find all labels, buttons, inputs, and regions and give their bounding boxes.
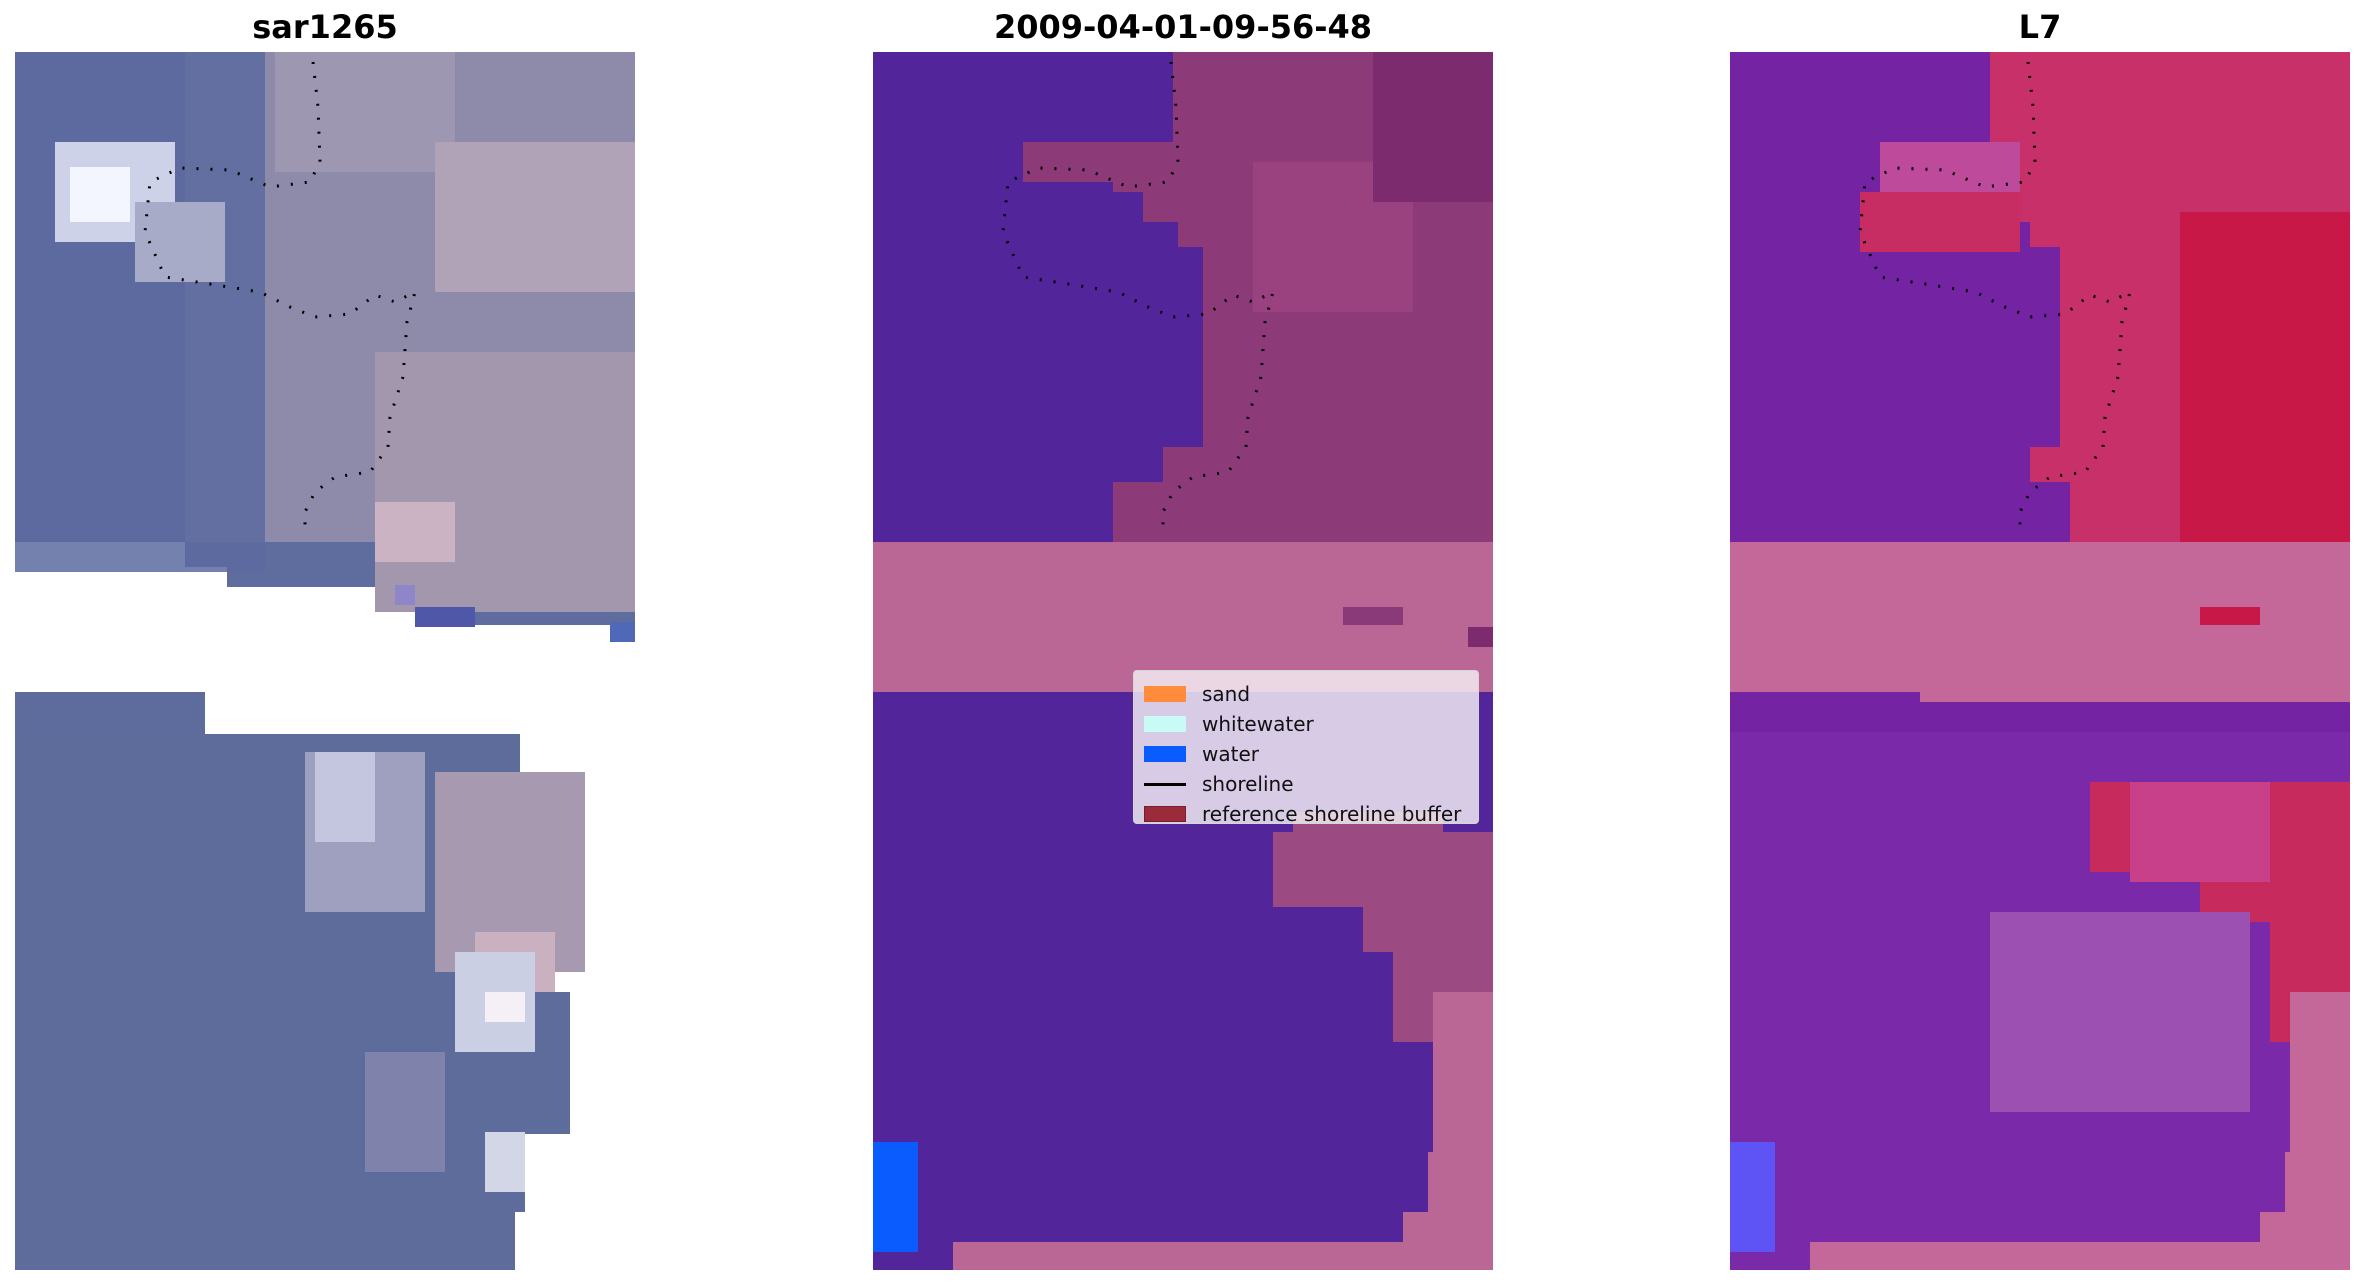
legend: sand whitewater water shoreline referenc… [1133,670,1479,826]
reference-buffer-swatch [1144,806,1186,822]
classified-image-panel [873,52,1493,1270]
index-image [1730,52,2350,1270]
rgb-image-panel [15,52,635,1270]
rgb-image [15,52,635,1270]
legend-item-whitewater: whitewater [1144,709,1468,739]
legend-label: whitewater [1202,712,1314,736]
right-panel-title: L7 [2018,8,2062,46]
legend-item-water: water [1144,739,1468,769]
legend-label: shoreline [1202,772,1294,796]
legend-label: water [1202,742,1259,766]
classified-image [873,52,1493,1270]
legend-item-reference-buffer: reference shoreline buffer [1144,799,1468,829]
left-panel-title: sar1265 [252,8,398,46]
whitewater-swatch [1144,716,1186,732]
shoreline-line-sample [1144,782,1186,786]
legend-item-shoreline: shoreline [1144,769,1468,799]
sand-swatch [1144,686,1186,702]
index-image-panel [1730,52,2350,1270]
legend-label: sand [1202,682,1251,706]
legend-label: reference shoreline buffer [1202,802,1462,826]
legend-item-sand: sand [1144,679,1468,709]
middle-panel-title: 2009-04-01-09-56-48 [993,8,1373,46]
water-swatch [1144,746,1186,762]
